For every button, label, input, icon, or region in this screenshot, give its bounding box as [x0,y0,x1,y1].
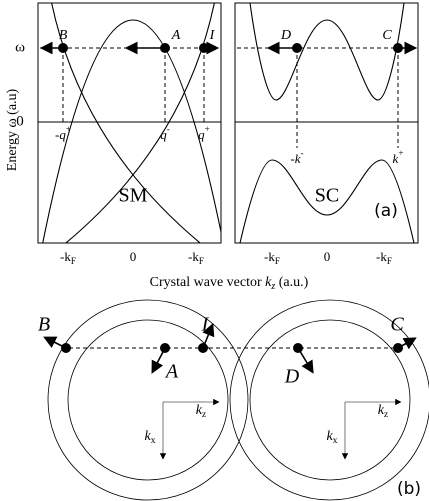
panel-tag: (b) [397,479,421,499]
k-label: -k- [290,148,303,166]
k-label-base: k [393,151,399,166]
k-label-sup: + [398,148,403,158]
x-tick-label: -kF [60,249,76,266]
panel-sc [234,2,419,244]
x-tick-label: -kF [188,249,204,266]
x-tick-label: -kF [264,249,280,266]
x-axis-label-sub: z [270,281,275,292]
y-tick-label: ω [15,39,25,55]
kz-label: kz [378,403,389,420]
q-label-base: q [160,127,167,142]
x-tick-label-sub: F [275,256,280,266]
kx-label-sub: x [151,435,156,446]
kx-label-base: k [326,429,333,444]
x-tick-label: -kF [376,249,392,266]
q-label: q- [160,124,170,142]
point-label: A [171,28,181,43]
point-label: I [209,28,216,43]
kz-label-base: k [196,403,203,418]
panel-name: SM [119,185,148,207]
point-label: C [390,314,404,336]
panel-sm [37,2,222,244]
panel-tag: (a) [374,201,398,221]
x-axis-label-var: k [265,275,272,290]
q-label-sup: + [66,124,71,134]
kx-label-sub: x [333,435,338,446]
k-label: k+ [393,148,404,166]
panel-name: SC [315,185,339,207]
x-tick-label-base: -k [376,249,387,264]
kz-label: kz [196,403,207,420]
q-label: -q+ [55,124,71,142]
point-label: B [38,314,50,336]
q-label-sup: + [205,124,210,134]
k-label-sup: - [301,148,304,158]
x-tick-label-sub: F [71,256,76,266]
q-label: q+ [198,124,210,142]
kz-label-base: k [378,403,385,418]
point-label: I [201,314,210,336]
point-label: B [59,28,68,43]
x-tick-label-sub: F [387,256,392,266]
kx-label-base: k [144,429,151,444]
kz-label-sub: z [202,409,207,420]
x-axis-label: Crystal wave vector kz (a.u.) [150,275,309,292]
point-label: C [382,28,392,43]
y-axis-label: Energy ω (a.u) [5,88,20,171]
x-tick-label-base: 0 [324,249,331,264]
point-label: A [164,361,179,383]
point-label: D [280,28,291,43]
kx-label: kx [144,429,155,446]
x-tick-label-base: -k [264,249,275,264]
kz-label-sub: z [384,409,389,420]
x-tick-label-base: -k [60,249,71,264]
x-axis-label-text: Crystal wave vector [150,275,265,290]
q-label-base: -q [55,127,66,142]
kx-label: kx [326,429,337,446]
k-label-base: -k [290,151,300,166]
x-tick-label-base: 0 [130,249,137,264]
y-tick-label: 0 [16,113,24,129]
panel-b [43,299,429,501]
point-label: D [284,366,300,388]
x-tick-label-sub: F [199,256,204,266]
q-label-sup: - [167,124,170,134]
x-tick-label: 0 [130,249,137,264]
q-label-base: q [198,127,205,142]
x-tick-label-base: -k [188,249,199,264]
x-tick-label: 0 [324,249,331,264]
x-axis-label-tail: (a.u.) [275,275,308,290]
